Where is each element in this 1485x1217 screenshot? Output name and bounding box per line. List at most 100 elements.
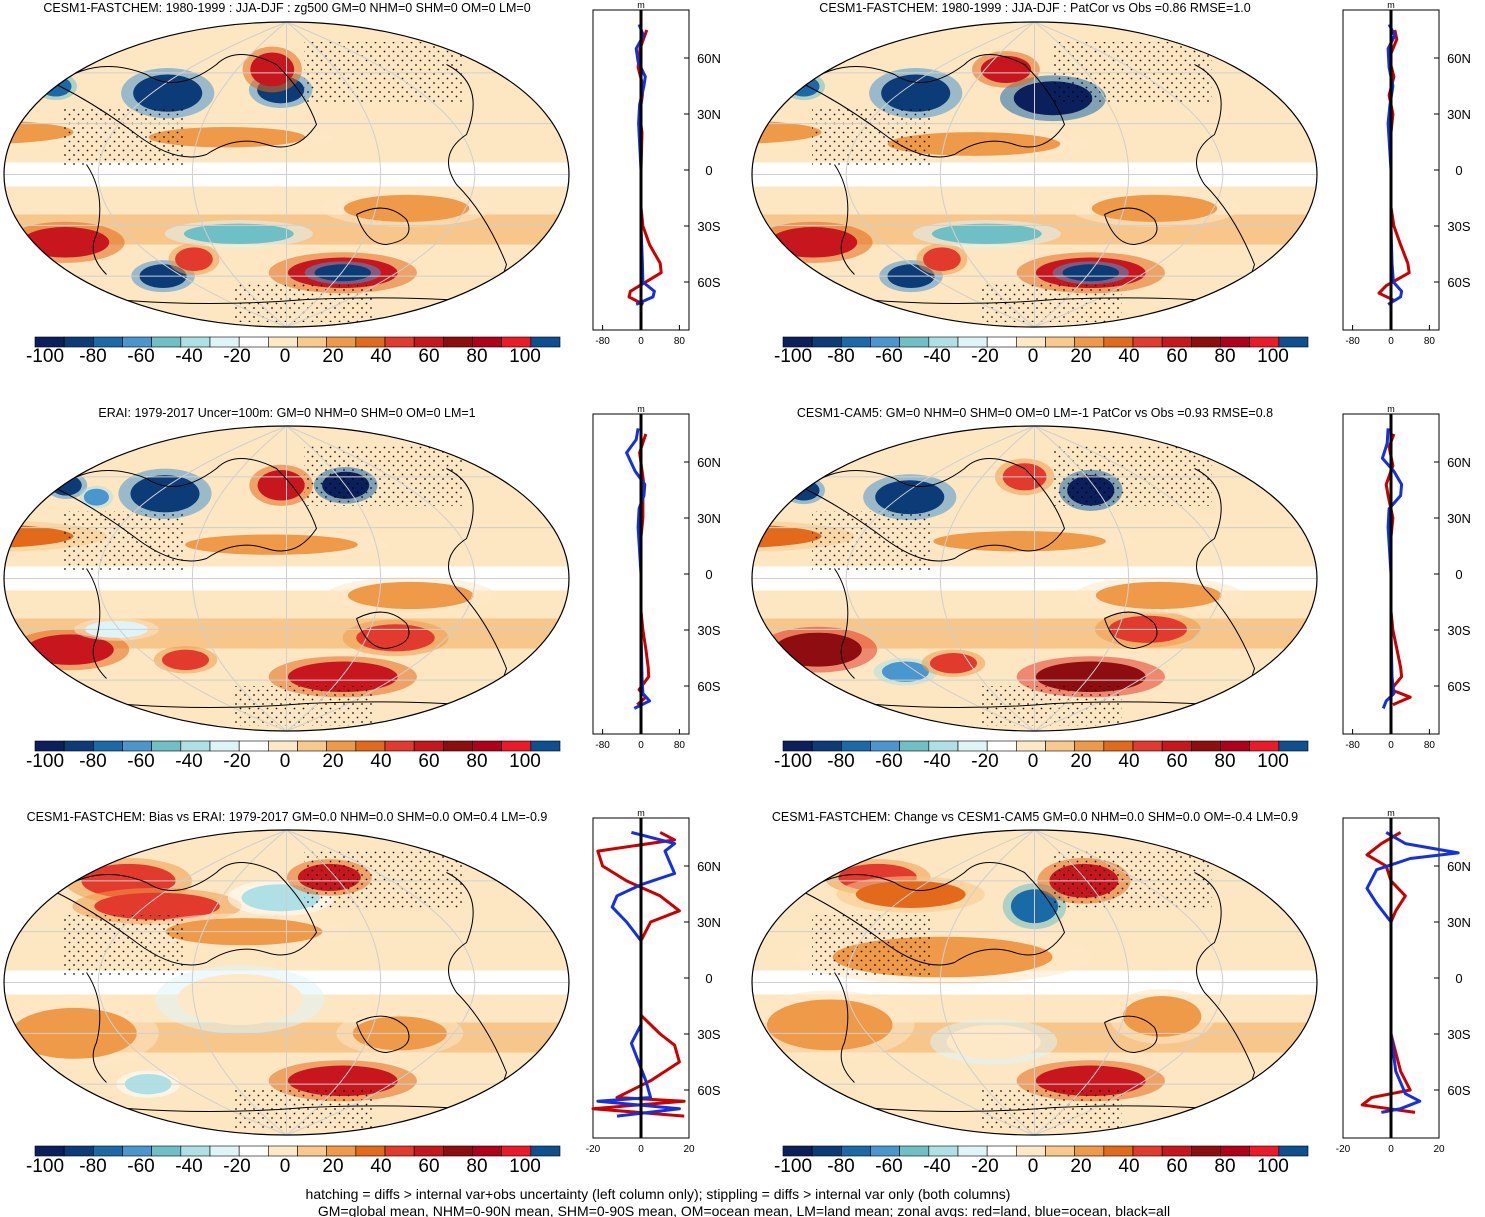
- graticule-meridian: [940, 426, 1035, 731]
- colorbar-swatch: [899, 740, 930, 752]
- zonal-mean-panel: m 60N 30N 0 30S 60S -20 0 20: [1336, 808, 1471, 1155]
- colorbar-tick-label: 80: [466, 346, 487, 367]
- colorbar-tick-label: 40: [1118, 1156, 1139, 1177]
- zonal-x-label: -80: [595, 336, 610, 347]
- anomaly-blob: [752, 120, 822, 144]
- zonal-x-label: -20: [1336, 1144, 1351, 1155]
- anomaly-blob: [161, 649, 210, 670]
- colorbar-tick-label: 80: [1214, 1156, 1235, 1177]
- anomaly-blob: [241, 884, 320, 912]
- colorbar-tick-label: -100: [26, 1156, 64, 1177]
- graticule-meridian: [1034, 830, 1129, 1135]
- anomaly-blob: [148, 127, 306, 148]
- panel-title: ERAI: 1979-2017 Uncer=100m: GM=0 NHM=0 S…: [98, 406, 475, 420]
- colorbar-tick-label: -100: [26, 346, 64, 367]
- map-outline: [3, 425, 570, 732]
- zonal-lat-label: 30S: [697, 623, 720, 638]
- colorbar-tick-label: 20: [322, 346, 343, 367]
- graticule-meridian: [192, 22, 287, 327]
- colorbar-swatch: [151, 740, 182, 752]
- zonal-unit: m: [1387, 808, 1395, 818]
- colorbar-tick-label: 60: [418, 751, 439, 772]
- zonal-lat-label: 60S: [697, 1083, 720, 1098]
- stippling: [982, 282, 1122, 322]
- colorbar-swatch: [1045, 1145, 1075, 1157]
- colorbar-swatch: [1249, 1145, 1280, 1157]
- zonal-lat-label: 60S: [1447, 1083, 1470, 1098]
- coastline: [834, 972, 855, 1083]
- colorbar-tick-label: 20: [322, 1156, 343, 1177]
- zonal-lat-label: 30N: [1447, 915, 1471, 930]
- map: [4, 426, 569, 731]
- colorbar-swatch: [957, 740, 988, 752]
- anomaly-blob: [1095, 581, 1222, 609]
- colorbar-tick-label: 80: [1214, 346, 1235, 367]
- zonal-lat-label: 60N: [1447, 859, 1471, 874]
- stippling: [982, 1090, 1122, 1130]
- zonal-x-label: 0: [638, 336, 644, 347]
- colorbar-swatch: [1074, 740, 1105, 752]
- graticule-meridian: [286, 426, 476, 731]
- colorbar-swatch: [870, 740, 900, 752]
- map-outline: [751, 425, 1318, 732]
- colorbar-swatch: [899, 1145, 930, 1157]
- panel-title: CESM1-FASTCHEM: Bias vs ERAI: 1979-2017 …: [27, 810, 548, 824]
- stippling: [304, 42, 464, 102]
- stippling: [812, 107, 932, 167]
- colorbar-swatch: [1161, 1145, 1192, 1157]
- zonal-x-label: -80: [595, 740, 610, 751]
- colorbar-swatch: [122, 1145, 152, 1157]
- zonal-ocean-line: [1380, 428, 1404, 709]
- colorbar-swatch: [268, 740, 298, 752]
- colorbar-tick-label: 40: [370, 751, 391, 772]
- zonal-mean-panel: m 60N 30N 0 30S 60S -20 0 20: [586, 808, 721, 1155]
- panel-title: CESM1-FASTCHEM: 1980-1999 : JJA-DJF : Pa…: [819, 1, 1250, 15]
- zonal-x-label: 0: [1388, 740, 1394, 751]
- colorbar-tick-label: -20: [223, 1156, 250, 1177]
- colorbar-tick-label: -20: [971, 751, 998, 772]
- colorbar-tick-label: -80: [79, 751, 106, 772]
- zonal-x-label: -20: [586, 1144, 601, 1155]
- anomaly-blob: [25, 634, 114, 665]
- stippling: [812, 511, 932, 571]
- colorbar-tick-label: -20: [971, 1156, 998, 1177]
- colorbar-swatch: [413, 1145, 444, 1157]
- colorbar-tick-label: -100: [774, 1156, 812, 1177]
- colorbar-swatch: [841, 1145, 871, 1157]
- anomaly-blob: [773, 632, 862, 667]
- colorbar-swatch: [1103, 1145, 1134, 1157]
- colorbar-tick-label: 100: [1257, 1156, 1289, 1177]
- colorbar-tick-label: -100: [774, 346, 812, 367]
- zonal-lat-label: 30N: [697, 107, 721, 122]
- anomaly-blob: [769, 227, 858, 258]
- anomaly-blob: [356, 624, 435, 652]
- coastline: [834, 568, 855, 679]
- colorbar-tick-label: 0: [280, 346, 291, 367]
- anomaly-blob: [4, 524, 74, 549]
- colorbar-swatch: [413, 740, 444, 752]
- coastline: [1104, 1015, 1158, 1054]
- colorbar-swatch: [1161, 740, 1192, 752]
- colorbar-swatch: [93, 1145, 123, 1157]
- panel-5: CESM1-FASTCHEM: Bias vs ERAI: 1979-2017 …: [3, 808, 721, 1177]
- zonal-lat-label: 60S: [697, 679, 720, 694]
- colorbar-swatch: [443, 740, 473, 752]
- anomaly-blob: [347, 581, 474, 609]
- zonal-ocean-line: [625, 428, 652, 710]
- zonal-lat-label: 60S: [1447, 275, 1470, 290]
- colorbar-swatch: [297, 1145, 327, 1157]
- colorbar-swatch: [472, 1145, 502, 1157]
- coastline: [86, 972, 107, 1083]
- colorbar-tick-label: -40: [175, 751, 202, 772]
- anomaly-blob: [881, 661, 929, 682]
- colorbar-swatch: [209, 1145, 240, 1157]
- anomaly-blob: [1035, 1065, 1146, 1097]
- anomaly-blob: [855, 880, 966, 908]
- colorbar-tick-label: 0: [280, 751, 291, 772]
- colorbar-swatch: [501, 1145, 532, 1157]
- colorbar-tick-label: -20: [223, 346, 250, 367]
- colorbar-tick-label: 60: [418, 1156, 439, 1177]
- zonal-mean-panel: m 60N 30N 0 30S 60S -80 0 80: [1342, 404, 1471, 751]
- colorbar-tick-label: 80: [1214, 751, 1235, 772]
